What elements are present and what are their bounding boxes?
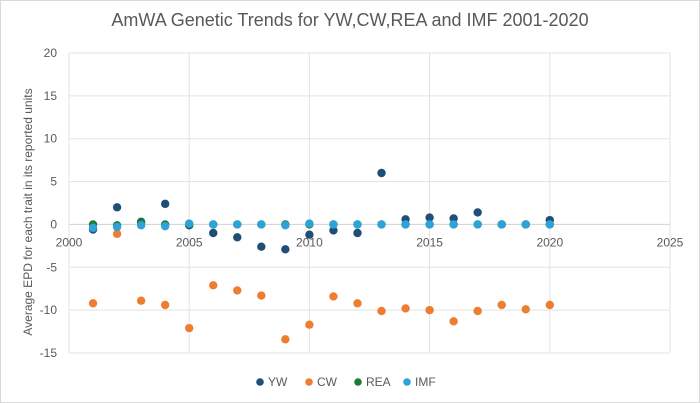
point-cw [233,286,242,295]
legend-item-yw: YW [256,375,288,389]
legend-marker [305,378,313,386]
point-imf [449,220,458,229]
point-cw [545,300,554,310]
point-yw [112,203,122,212]
point-cw [281,335,290,344]
point-yw [281,245,290,254]
y-tick-label: 5 [50,175,57,189]
point-imf [233,220,242,229]
point-imf [281,221,290,230]
point-cw [521,305,530,314]
point-yw [209,228,218,238]
point-cw [257,291,266,300]
gridlines [68,52,671,354]
point-cw [401,304,410,313]
chart-title: AmWA Genetic Trends for YW,CW,REA and IM… [111,10,589,30]
legend-marker [256,378,264,386]
x-tick-label: 2005 [176,235,203,249]
x-axis-ticks: 2000 2005 2010 2015 2020 2025 [56,235,684,249]
point-yw [425,213,434,222]
legend-marker [354,378,362,386]
point-imf [305,219,314,228]
point-yw [449,214,458,223]
point-yw [329,226,338,235]
point-cw [305,320,314,329]
point-imf [112,222,122,232]
point-imf [353,220,362,229]
y-tick-label: 20 [44,46,58,60]
y-tick-label: 0 [50,217,57,231]
point-cw [160,300,170,310]
legend-item-rea: REA [354,375,391,389]
point-imf [209,220,218,229]
y-tick-label: -5 [46,260,57,274]
legend-item-imf: IMF [403,375,436,389]
point-imf [257,220,266,229]
point-yw [160,199,170,209]
point-imf [160,221,170,231]
point-imf [136,221,146,230]
y-axis-title: Average EPD for each trait in its report… [21,88,35,335]
y-axis-ticks: -15 -10 -5 0 5 10 15 20 [40,46,58,360]
point-imf [401,220,410,229]
point-yw [377,168,386,178]
y-tick-label: -15 [40,346,58,360]
data-points [88,168,554,344]
point-cw [425,305,434,315]
point-cw [497,300,506,310]
series-cw [88,229,554,344]
point-imf [473,220,482,229]
point-yw [233,233,242,242]
point-yw [353,228,362,238]
point-cw [329,292,338,301]
point-imf [425,220,434,229]
legend-label: IMF [415,375,436,389]
point-imf [329,220,338,229]
point-cw [473,306,482,316]
legend-label: CW [317,375,338,389]
x-tick-label: 2025 [657,235,684,249]
point-imf [88,223,98,233]
point-cw [449,317,458,326]
x-tick-label: 2015 [416,235,443,249]
y-tick-label: -10 [40,303,58,317]
point-yw [305,230,314,239]
legend-label: YW [268,375,288,389]
y-tick-label: 15 [44,89,58,103]
point-imf [185,219,194,228]
point-yw [473,208,482,217]
point-cw [88,299,98,308]
point-imf [521,220,530,229]
point-yw [257,242,266,251]
x-tick-label: 2010 [296,235,323,249]
x-tick-label: 2020 [536,235,563,249]
point-imf [497,220,506,229]
legend-marker [403,378,411,386]
legend-item-cw: CW [305,375,338,389]
y-tick-label: 10 [44,132,58,146]
point-imf [545,220,554,229]
point-cw [112,229,122,239]
point-cw [209,281,218,290]
legend-label: REA [366,375,391,389]
legend: YW CW REA IMF [256,375,436,389]
point-imf [377,220,386,229]
point-cw [185,323,194,333]
point-cw [353,299,362,308]
point-cw [136,296,146,305]
series-imf [88,219,554,233]
x-tick-label: 2000 [56,235,83,249]
point-cw [377,306,386,316]
